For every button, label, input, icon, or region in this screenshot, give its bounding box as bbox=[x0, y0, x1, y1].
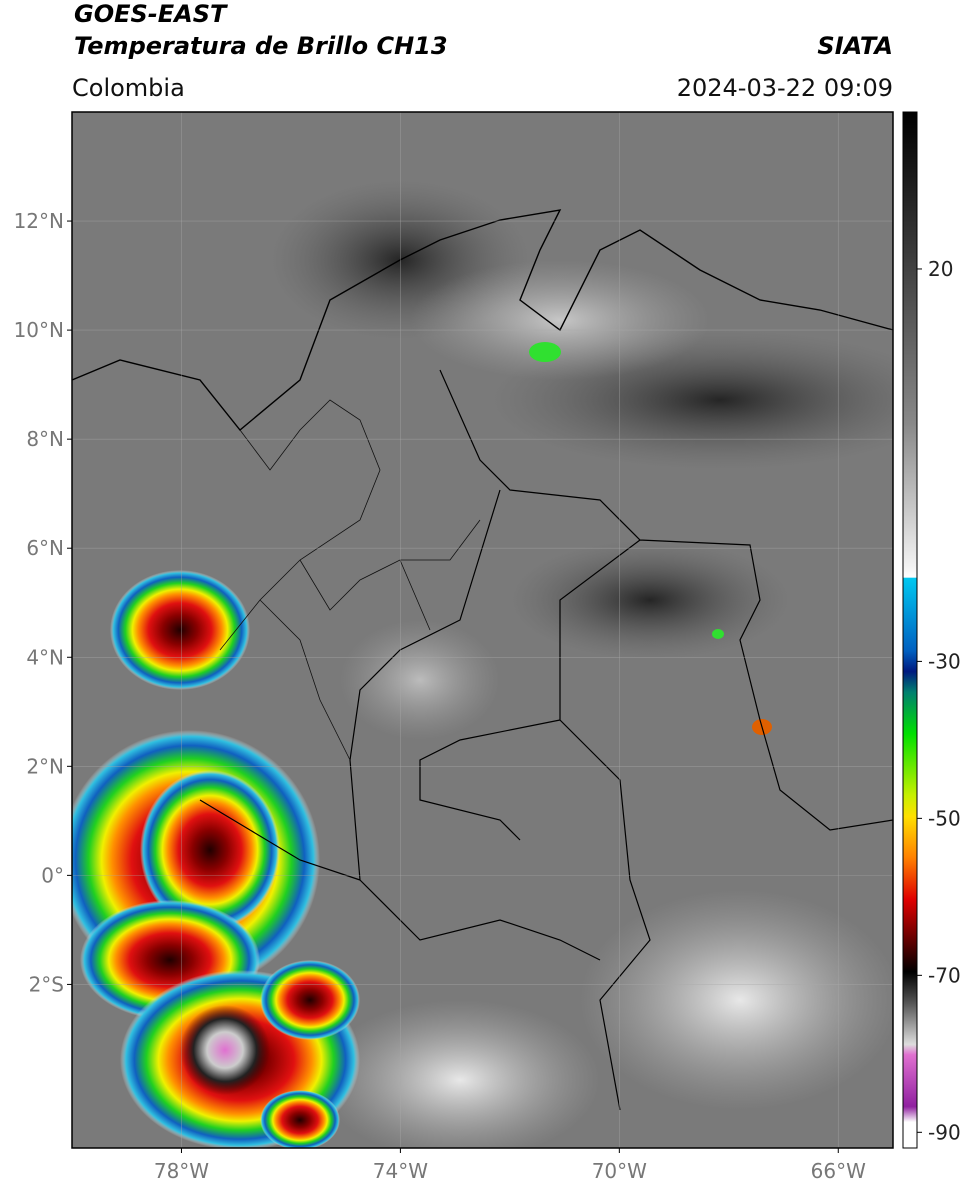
lat-label: 8°N bbox=[26, 427, 64, 451]
lat-label: 2°S bbox=[29, 972, 64, 996]
lat-label: 6°N bbox=[26, 536, 64, 560]
lat-label: 2°N bbox=[26, 754, 64, 778]
satellite: GOES-EAST bbox=[74, 0, 228, 28]
region: Colombia bbox=[72, 74, 185, 102]
lat-label: 10°N bbox=[14, 318, 64, 342]
datetime: 2024-03-22 09:09 bbox=[677, 74, 893, 102]
map-frame bbox=[71, 111, 894, 1149]
lon-label: 74°W bbox=[373, 1159, 428, 1183]
lon-label: 78°W bbox=[154, 1159, 209, 1183]
colorbar-label: 20 bbox=[928, 257, 953, 281]
lat-label: 4°N bbox=[26, 645, 64, 669]
lat-label: 12°N bbox=[14, 209, 64, 233]
satellite-image bbox=[72, 112, 893, 1148]
lat-label: 0° bbox=[41, 863, 64, 887]
colorbar-label: -70 bbox=[928, 963, 961, 987]
colorbar bbox=[902, 111, 918, 1149]
organization: SIATA bbox=[817, 32, 893, 60]
lon-label: 70°W bbox=[592, 1159, 647, 1183]
product: Temperatura de Brillo CH13 bbox=[74, 32, 448, 60]
colorbar-label: -50 bbox=[928, 806, 961, 830]
colorbar-label: -90 bbox=[928, 1120, 961, 1144]
colorbar-label: -30 bbox=[928, 649, 961, 673]
lon-label: 66°W bbox=[811, 1159, 866, 1183]
